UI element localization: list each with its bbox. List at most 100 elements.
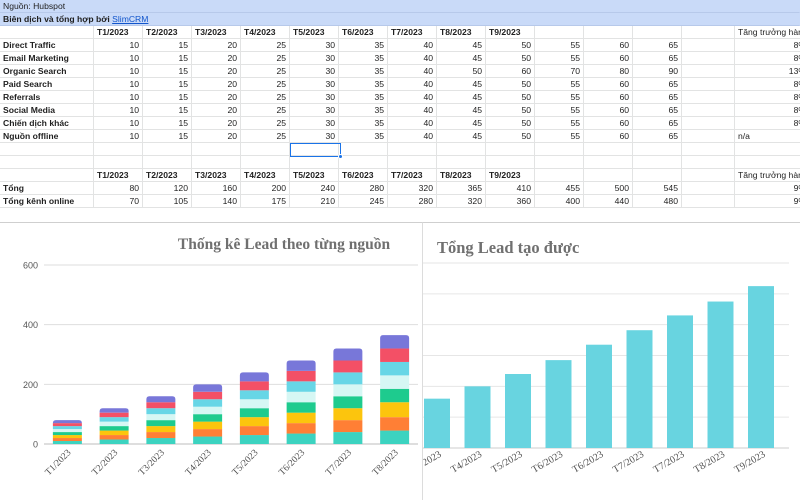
empty-cell[interactable]: [437, 143, 486, 156]
value-cell[interactable]: 365: [437, 182, 486, 195]
value-cell[interactable]: 30: [290, 52, 339, 65]
value-cell[interactable]: 320: [437, 195, 486, 208]
month-header-cell[interactable]: [584, 26, 633, 39]
value-cell[interactable]: 80: [94, 182, 143, 195]
value-cell[interactable]: 60: [584, 117, 633, 130]
selected-cell[interactable]: [290, 143, 341, 157]
empty-cell[interactable]: [682, 195, 735, 208]
value-cell[interactable]: 70: [535, 65, 584, 78]
empty-cell[interactable]: [535, 143, 584, 156]
value-cell[interactable]: 400: [535, 195, 584, 208]
empty-cell[interactable]: [682, 78, 735, 91]
value-cell[interactable]: 245: [339, 195, 388, 208]
value-cell[interactable]: 40: [388, 117, 437, 130]
value-cell[interactable]: 25: [241, 39, 290, 52]
empty-cell[interactable]: [241, 156, 290, 169]
empty-cell[interactable]: [633, 156, 682, 169]
month-header-cell[interactable]: T9/2023: [486, 169, 535, 182]
value-cell[interactable]: 45: [437, 117, 486, 130]
month-header-cell[interactable]: [535, 169, 584, 182]
empty-cell[interactable]: [94, 143, 143, 156]
row-label-cell[interactable]: Tổng: [0, 182, 94, 195]
value-cell[interactable]: 80: [584, 65, 633, 78]
value-cell[interactable]: 25: [241, 65, 290, 78]
value-cell[interactable]: 10: [94, 91, 143, 104]
value-cell[interactable]: 20: [192, 52, 241, 65]
empty-cell[interactable]: [682, 169, 735, 182]
empty-cell[interactable]: [682, 91, 735, 104]
month-header-cell[interactable]: T4/2023: [241, 169, 290, 182]
empty-cell[interactable]: [290, 143, 339, 156]
empty-cell[interactable]: [0, 143, 94, 156]
value-cell[interactable]: 50: [486, 78, 535, 91]
empty-cell[interactable]: [682, 104, 735, 117]
value-cell[interactable]: 40: [388, 104, 437, 117]
row-label-cell[interactable]: Direct Traffic: [0, 39, 94, 52]
value-cell[interactable]: 65: [633, 52, 682, 65]
value-cell[interactable]: 25: [241, 130, 290, 143]
value-cell[interactable]: 60: [584, 39, 633, 52]
spreadsheet[interactable]: Nguồn: Hubspot Biên dịch và tổng hợp bởi …: [0, 0, 800, 222]
value-cell[interactable]: 30: [290, 117, 339, 130]
empty-cell[interactable]: [633, 143, 682, 156]
row-label-cell[interactable]: Organic Search: [0, 65, 94, 78]
row-label-cell[interactable]: Tổng kênh online: [0, 195, 94, 208]
month-header-cell[interactable]: T3/2023: [192, 26, 241, 39]
month-header-cell[interactable]: [633, 169, 682, 182]
value-cell[interactable]: 20: [192, 117, 241, 130]
corner-cell[interactable]: [0, 26, 94, 39]
fill-handle[interactable]: [338, 154, 343, 159]
value-cell[interactable]: 175: [241, 195, 290, 208]
value-cell[interactable]: 360: [486, 195, 535, 208]
value-cell[interactable]: 35: [339, 91, 388, 104]
growth-cell[interactable]: 8%: [735, 117, 800, 130]
empty-cell[interactable]: [584, 156, 633, 169]
value-cell[interactable]: 45: [437, 130, 486, 143]
value-cell[interactable]: 15: [143, 91, 192, 104]
value-cell[interactable]: 20: [192, 130, 241, 143]
empty-cell[interactable]: [535, 156, 584, 169]
empty-cell[interactable]: [339, 143, 388, 156]
growth-cell[interactable]: 8%: [735, 52, 800, 65]
empty-cell[interactable]: [143, 156, 192, 169]
value-cell[interactable]: 30: [290, 130, 339, 143]
growth-cell[interactable]: 9%: [735, 182, 800, 195]
month-header-cell[interactable]: T7/2023: [388, 26, 437, 39]
value-cell[interactable]: 50: [486, 104, 535, 117]
value-cell[interactable]: 25: [241, 52, 290, 65]
value-cell[interactable]: 25: [241, 91, 290, 104]
value-cell[interactable]: 50: [486, 117, 535, 130]
empty-cell[interactable]: [388, 156, 437, 169]
value-cell[interactable]: 35: [339, 39, 388, 52]
value-cell[interactable]: 15: [143, 52, 192, 65]
value-cell[interactable]: 15: [143, 130, 192, 143]
value-cell[interactable]: 50: [486, 130, 535, 143]
value-cell[interactable]: 35: [339, 130, 388, 143]
month-header-cell[interactable]: T7/2023: [388, 169, 437, 182]
value-cell[interactable]: 30: [290, 78, 339, 91]
value-cell[interactable]: 55: [535, 104, 584, 117]
value-cell[interactable]: 65: [633, 78, 682, 91]
empty-cell[interactable]: [290, 156, 339, 169]
month-header-cell[interactable]: T2/2023: [143, 26, 192, 39]
value-cell[interactable]: 30: [290, 104, 339, 117]
value-cell[interactable]: 20: [192, 39, 241, 52]
value-cell[interactable]: 320: [388, 182, 437, 195]
value-cell[interactable]: 50: [486, 52, 535, 65]
month-header-cell[interactable]: T8/2023: [437, 26, 486, 39]
value-cell[interactable]: 65: [633, 130, 682, 143]
month-header-cell[interactable]: T9/2023: [486, 26, 535, 39]
value-cell[interactable]: 45: [437, 52, 486, 65]
empty-cell[interactable]: [735, 156, 800, 169]
value-cell[interactable]: 20: [192, 65, 241, 78]
value-cell[interactable]: 10: [94, 104, 143, 117]
value-cell[interactable]: 60: [584, 104, 633, 117]
month-header-cell[interactable]: T6/2023: [339, 169, 388, 182]
value-cell[interactable]: 60: [584, 91, 633, 104]
month-header-cell[interactable]: T5/2023: [290, 26, 339, 39]
value-cell[interactable]: 65: [633, 39, 682, 52]
value-cell[interactable]: 60: [584, 52, 633, 65]
empty-cell[interactable]: [241, 143, 290, 156]
value-cell[interactable]: 10: [94, 78, 143, 91]
value-cell[interactable]: 140: [192, 195, 241, 208]
